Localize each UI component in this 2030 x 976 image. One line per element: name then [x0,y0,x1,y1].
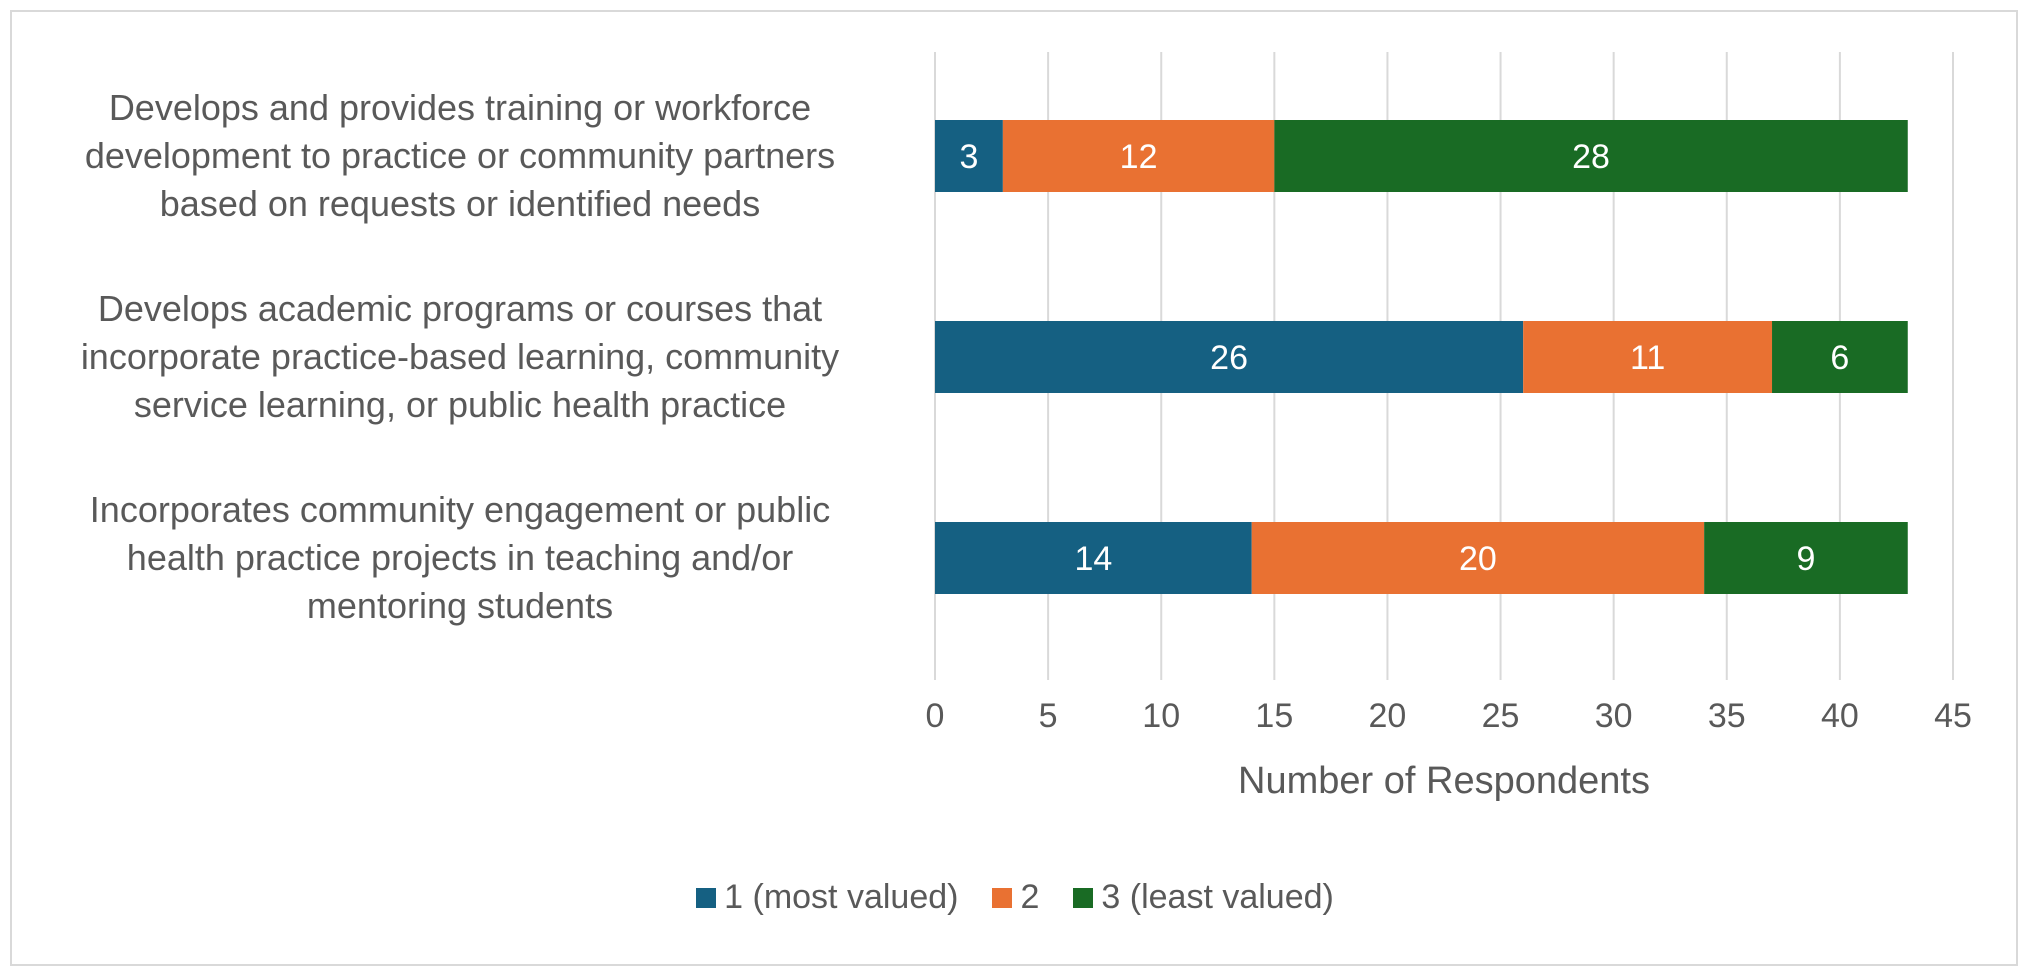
data-label: 6 [1830,339,1849,377]
legend-label: 3 (least valued) [1101,878,1334,916]
category-label-line: development to practice or community par… [84,135,836,176]
category-label-line: based on requests or identified needs [159,183,761,224]
category-label-line: Develops academic programs or courses th… [97,288,823,329]
data-label: 3 [959,138,978,176]
legend-item: 1 (most valued) [696,878,958,917]
bar-segment [935,522,1252,594]
legend-label: 2 [1020,878,1040,916]
data-label: 14 [1074,540,1112,578]
data-label: 26 [1210,339,1248,377]
bar-segment [1274,120,1908,192]
category-label: Develops academic programs or courses th… [20,285,900,429]
x-tick-label: 25 [1482,697,1520,735]
x-tick-label: 10 [1142,697,1180,735]
category-label-line: mentoring students [306,585,614,626]
x-tick-label: 45 [1934,697,1972,735]
x-tick-label: 30 [1595,697,1633,735]
bar-segment [935,321,1524,393]
x-tick-label: 0 [926,697,945,735]
category-label-line: incorporate practice-based learning, com… [80,336,840,377]
category-label-line: service learning, or public health pract… [133,384,787,425]
bar-segment [1772,321,1908,393]
bar-segment [1251,522,1705,594]
legend-swatch [696,887,717,908]
bar-segment [1704,522,1908,594]
bar-segment [1523,321,1773,393]
data-label: 20 [1459,540,1497,578]
chart-frame [10,10,2018,966]
x-tick-label: 35 [1708,697,1746,735]
legend-swatch [992,887,1013,908]
legend-swatch [1073,887,1094,908]
category-label: Develops and provides training or workfo… [20,84,900,228]
data-label: 9 [1796,540,1815,578]
x-axis-title: Number of Respondents [1238,760,1650,802]
legend-label: 1 (most valued) [724,878,959,916]
x-tick-label: 15 [1255,697,1293,735]
category-label-line: health practice projects in teaching and… [126,537,794,578]
category-label: Incorporates community engagement or pub… [20,486,900,630]
data-label: 11 [1630,339,1665,377]
legend-item: 2 [992,878,1039,917]
data-label: 28 [1572,138,1610,176]
x-tick-label: 40 [1821,697,1859,735]
legend-item: 3 (least valued) [1073,878,1334,917]
bar-segment [935,120,1003,192]
x-tick-label: 20 [1369,697,1407,735]
x-tick-label: 5 [1039,697,1058,735]
data-label: 12 [1120,138,1158,176]
category-label-line: Develops and provides training or workfo… [108,87,812,128]
legend: 1 (most valued) 2 3 (least valued) [0,878,2030,917]
category-label-line: Incorporates community engagement or pub… [89,489,831,530]
bar-segment [1002,120,1275,192]
